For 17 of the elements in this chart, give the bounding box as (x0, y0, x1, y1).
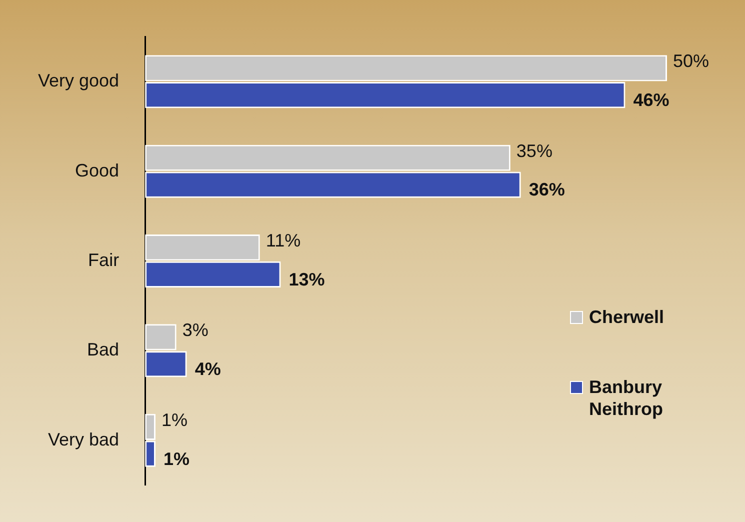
data-label: 11% (266, 230, 301, 251)
y-tick-label: Bad (87, 340, 120, 360)
legend-label: Cherwell (589, 306, 666, 328)
data-label: 46% (633, 90, 670, 110)
y-tick-label: Very bad (48, 429, 120, 450)
data-label: 1% (164, 448, 190, 469)
y-tick-label: Very good (38, 70, 120, 91)
text: Banbury Neithrop (589, 376, 664, 420)
data-label: 4% (194, 359, 221, 380)
y-tick-label: Fair (88, 250, 120, 270)
data-label: 36% (528, 180, 565, 200)
data-label: 1% (162, 410, 188, 430)
y-tick-label: Good (75, 160, 120, 180)
data-label: 13% (288, 269, 325, 290)
data-label: 35% (516, 140, 552, 161)
data-label: 50% (673, 51, 710, 72)
data-label: 3% (182, 320, 208, 340)
